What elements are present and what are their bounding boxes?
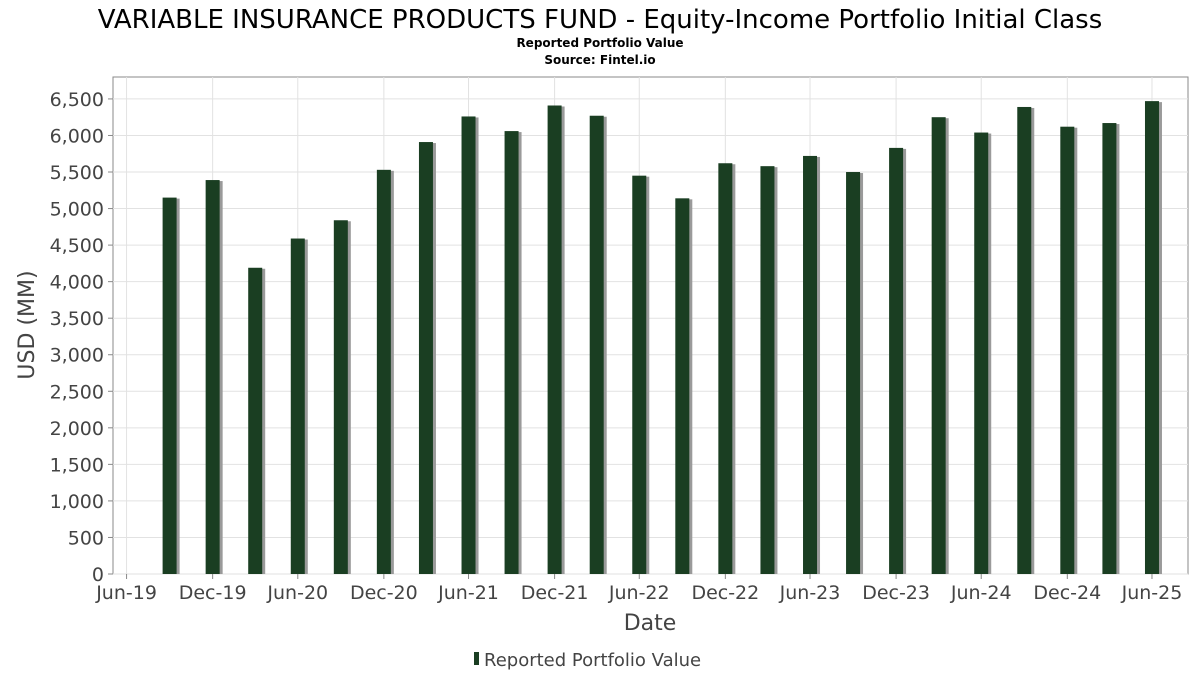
- x-tick-label: Jun-23: [779, 582, 841, 604]
- bar: [205, 180, 220, 574]
- y-tick-label: 4,500: [50, 235, 104, 257]
- x-axis: Jun-19 Dec-19 Jun-20 Dec-20 Jun-21 Dec-21 Jun-…: [95, 574, 1182, 604]
- y-tick-label: 6,000: [50, 125, 104, 147]
- bar: [718, 163, 733, 574]
- bar: [418, 142, 433, 574]
- x-tick-label: Dec-22: [691, 582, 759, 604]
- bar: [803, 155, 818, 574]
- legend-swatch: [474, 652, 479, 665]
- bar: [675, 198, 690, 574]
- x-tick-label: Jun-20: [266, 582, 328, 604]
- x-tick-label: Jun-22: [608, 582, 670, 604]
- bar: [333, 220, 348, 575]
- bar: [1017, 106, 1032, 574]
- y-tick-label: 1,000: [50, 491, 104, 513]
- bar: [504, 131, 519, 574]
- y-tick-label: 2,000: [50, 418, 104, 440]
- bar: [162, 197, 177, 574]
- x-tick-label: Jun-21: [437, 582, 499, 604]
- bar: [931, 117, 946, 574]
- y-axis: 0 500 1,000 1,500 2,000 2,500 3,000 3,500 4,000 4…: [50, 89, 113, 586]
- bar: [760, 166, 775, 574]
- bar: [1060, 126, 1075, 574]
- y-tick-label: 3,000: [50, 345, 104, 367]
- y-tick-label: 4,000: [50, 272, 104, 294]
- x-tick-label: Dec-20: [350, 582, 418, 604]
- x-axis-label: Date: [624, 611, 677, 636]
- x-tick-label: Dec-24: [1033, 582, 1101, 604]
- bar: [461, 116, 476, 574]
- bar: [290, 238, 305, 574]
- chart-title: VARIABLE INSURANCE PRODUCTS FUND - Equit…: [98, 5, 1103, 35]
- bar: [248, 267, 263, 574]
- legend-label: Reported Portfolio Value: [484, 650, 701, 671]
- bar: [547, 105, 562, 575]
- y-tick-label: 0: [92, 564, 104, 586]
- x-tick-label: Jun-19: [95, 582, 157, 604]
- bar: [632, 175, 647, 574]
- chart-source: Source: Fintel.io: [544, 53, 655, 67]
- x-tick-label: Dec-21: [521, 582, 589, 604]
- chart-subtitle: Reported Portfolio Value: [516, 36, 683, 50]
- bar: [1102, 123, 1117, 574]
- x-tick-label: Dec-19: [179, 582, 247, 604]
- bar: [589, 115, 604, 575]
- bar: [889, 147, 904, 575]
- y-tick-label: 5,000: [50, 199, 104, 221]
- bar: [974, 132, 989, 574]
- y-tick-label: 1,500: [50, 454, 104, 476]
- bar: [846, 172, 861, 574]
- y-tick-label: 500: [68, 527, 104, 549]
- y-tick-label: 3,500: [50, 308, 104, 330]
- x-tick-label: Jun-25: [1121, 582, 1183, 604]
- bar: [376, 169, 391, 574]
- legend: Reported Portfolio Value: [474, 650, 701, 671]
- y-tick-label: 6,500: [50, 89, 104, 111]
- bar: [1144, 101, 1159, 575]
- y-axis-label: USD (MM): [15, 270, 40, 379]
- x-tick-label: Dec-23: [862, 582, 930, 604]
- y-tick-label: 2,500: [50, 381, 104, 403]
- bars: [162, 101, 1162, 575]
- x-tick-label: Jun-24: [950, 582, 1012, 604]
- y-tick-label: 5,500: [50, 162, 104, 184]
